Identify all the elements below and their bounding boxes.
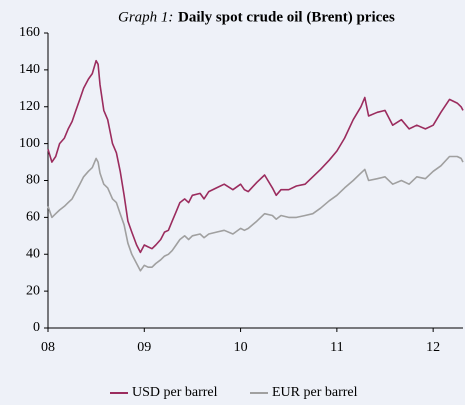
x-tick-label: 08 — [41, 340, 55, 355]
y-tick-label: 80 — [26, 173, 40, 188]
y-tick-label: 60 — [26, 210, 40, 225]
y-tick-label: 20 — [26, 283, 40, 298]
y-tick-label: 40 — [26, 246, 40, 261]
x-tick-label: 11 — [330, 340, 343, 355]
y-tick-label: 160 — [19, 25, 40, 40]
x-tick-label: 10 — [234, 340, 248, 355]
chart-title: Daily spot crude oil (Brent) prices — [178, 9, 395, 25]
x-tick-label: 09 — [137, 340, 151, 355]
y-tick-label: 0 — [33, 320, 40, 335]
series-line — [47, 155, 464, 272]
legend-label: EUR per barrel — [272, 385, 358, 400]
y-tick-label: 100 — [19, 136, 40, 151]
y-tick-label: 120 — [19, 99, 40, 114]
series-line — [47, 59, 464, 254]
y-tick-label: 140 — [19, 62, 40, 77]
chart-title-label: Graph 1: — [118, 9, 173, 25]
x-tick-label: 12 — [426, 340, 440, 355]
legend-label: USD per barrel — [132, 385, 218, 400]
